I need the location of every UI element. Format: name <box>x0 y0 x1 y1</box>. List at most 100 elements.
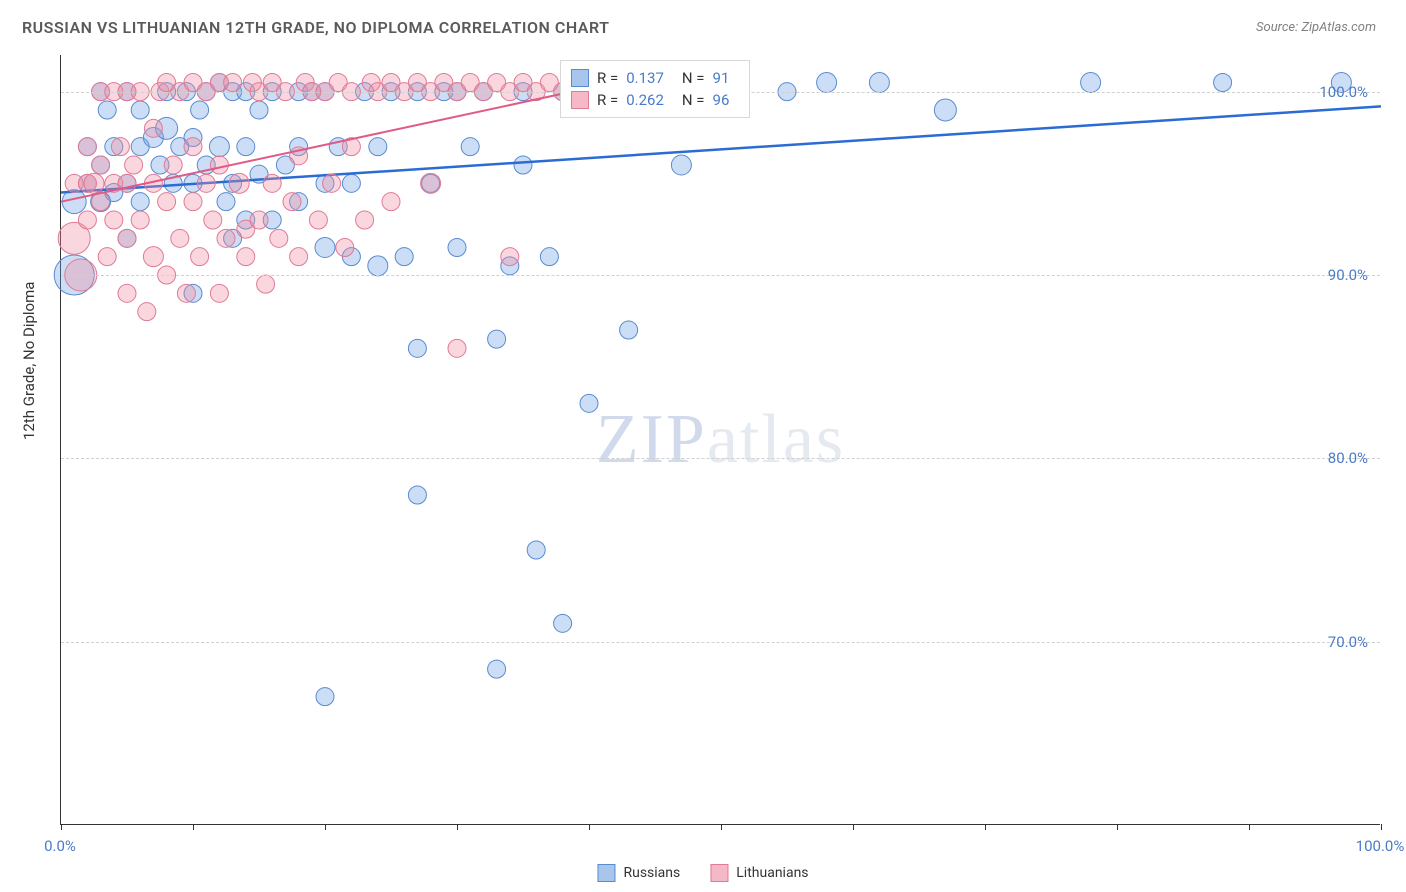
scatter-point <box>98 248 116 266</box>
stat-row: R = 0.137 N = 91 <box>571 67 739 89</box>
scatter-point <box>620 321 638 339</box>
scatter-point <box>514 156 532 174</box>
x-tick-label: 100.0% <box>1356 837 1405 855</box>
legend-swatch <box>597 864 615 882</box>
stat-swatch <box>571 91 589 109</box>
y-tick-label: 90.0% <box>1328 266 1368 284</box>
chart-title: RUSSIAN VS LITHUANIAN 12TH GRADE, NO DIP… <box>22 18 609 37</box>
y-axis-label: 12th Grade, No Diploma <box>20 282 38 440</box>
x-tick <box>325 824 326 830</box>
scatter-point <box>164 156 182 174</box>
scatter-point <box>229 173 249 193</box>
scatter-point <box>210 156 228 174</box>
grid-line <box>61 458 1380 459</box>
scatter-point <box>382 193 400 211</box>
scatter-point <box>224 74 242 92</box>
scatter-point <box>869 73 889 93</box>
scatter-point <box>342 174 360 192</box>
scatter-point <box>263 174 281 192</box>
scatter-point <box>237 248 255 266</box>
plot-area: ZIPatlas 70.0%80.0%90.0%100.0% <box>60 55 1380 825</box>
stat-r-value: 0.137 <box>626 69 664 87</box>
scatter-point <box>527 541 545 559</box>
stat-n-value: 91 <box>713 69 730 87</box>
scatter-point <box>290 248 308 266</box>
scatter-point <box>184 193 202 211</box>
scatter-point <box>315 238 335 258</box>
x-tick <box>589 824 590 830</box>
stat-row: R =0.262N =96 <box>571 89 739 111</box>
x-tick <box>1117 824 1118 830</box>
scatter-point <box>118 229 136 247</box>
source-name: ZipAtlas.com <box>1301 20 1376 35</box>
stat-r-value: 0.262 <box>626 91 664 109</box>
scatter-point <box>408 486 426 504</box>
legend-bottom: Russians Lithuanians <box>597 864 808 882</box>
scatter-point <box>461 138 479 156</box>
chart-container: RUSSIAN VS LITHUANIAN 12TH GRADE, NO DIP… <box>0 0 1406 892</box>
scatter-point <box>369 138 387 156</box>
stat-r-label: R = <box>597 69 618 87</box>
x-tick <box>1381 824 1382 830</box>
y-tick-label: 100.0% <box>1319 83 1368 101</box>
source-attribution: Source: ZipAtlas.com <box>1256 20 1376 35</box>
x-tick <box>853 824 854 830</box>
plot-svg <box>61 55 1380 824</box>
scatter-point <box>368 256 388 276</box>
legend-item: Russians <box>597 864 680 882</box>
scatter-point <box>158 193 176 211</box>
scatter-point <box>197 174 215 192</box>
scatter-point <box>448 339 466 357</box>
legend-swatch <box>710 864 728 882</box>
scatter-point <box>395 248 413 266</box>
x-tick <box>61 824 62 830</box>
scatter-point <box>84 173 104 193</box>
scatter-point <box>309 211 327 229</box>
scatter-point <box>171 229 189 247</box>
scatter-point <box>125 156 143 174</box>
scatter-point <box>143 247 163 267</box>
legend-item: Lithuanians <box>710 864 808 882</box>
scatter-point <box>210 284 228 302</box>
x-tick <box>1249 824 1250 830</box>
x-tick <box>985 824 986 830</box>
scatter-point <box>177 284 195 302</box>
y-tick-label: 70.0% <box>1328 633 1368 651</box>
scatter-point <box>204 211 222 229</box>
scatter-point <box>448 239 466 257</box>
scatter-point <box>131 101 149 119</box>
x-tick <box>193 824 194 830</box>
scatter-point <box>78 138 96 156</box>
x-tick-label: 0.0% <box>44 837 76 855</box>
scatter-point <box>934 99 956 121</box>
scatter-point <box>817 73 837 93</box>
grid-line <box>61 275 1380 276</box>
scatter-point <box>144 119 162 137</box>
grid-line <box>61 642 1380 643</box>
stat-r-label: R = <box>597 91 618 109</box>
stat-swatch <box>571 69 589 87</box>
scatter-point <box>131 211 149 229</box>
scatter-point <box>1081 73 1101 93</box>
scatter-point <box>78 211 96 229</box>
scatter-point <box>191 101 209 119</box>
x-tick <box>457 824 458 830</box>
stat-n-label: N = <box>682 69 705 87</box>
scatter-point <box>131 193 149 211</box>
scatter-point <box>217 193 235 211</box>
scatter-point <box>488 330 506 348</box>
scatter-point <box>316 688 334 706</box>
scatter-point <box>554 614 572 632</box>
scatter-point <box>501 248 519 266</box>
scatter-point <box>323 174 341 192</box>
scatter-point <box>118 284 136 302</box>
legend-label: Lithuanians <box>736 865 808 881</box>
scatter-point <box>580 394 598 412</box>
scatter-point <box>250 211 268 229</box>
stat-n-value: 96 <box>713 91 730 109</box>
scatter-point <box>217 229 235 247</box>
scatter-point <box>540 248 558 266</box>
scatter-point <box>283 193 301 211</box>
scatter-point <box>184 138 202 156</box>
legend-label: Russians <box>623 865 680 881</box>
